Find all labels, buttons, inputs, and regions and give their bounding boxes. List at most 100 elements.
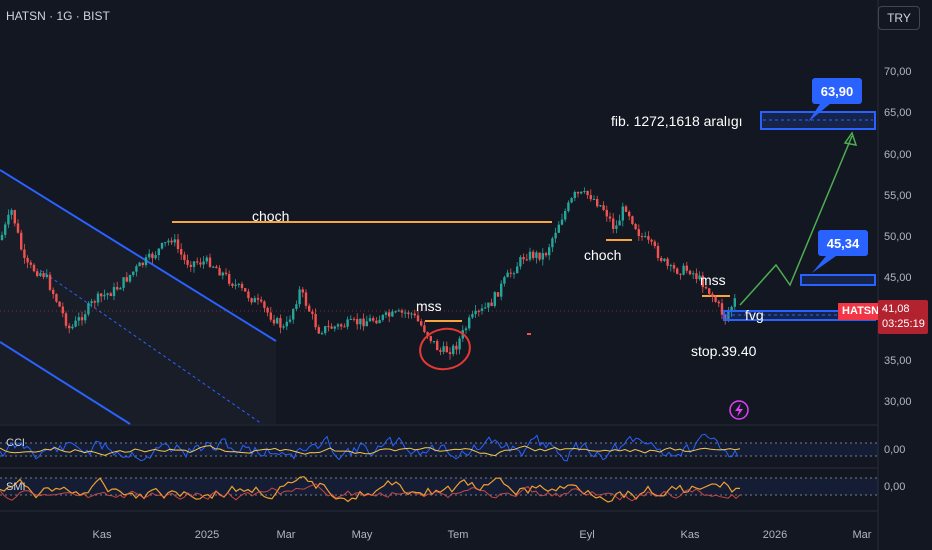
candle-body: [484, 307, 487, 309]
currency-button[interactable]: TRY: [878, 6, 920, 30]
candle-body: [36, 271, 39, 276]
candle-body: [644, 236, 647, 238]
candle-body: [541, 253, 544, 260]
candle-body: [160, 242, 164, 249]
time-axis[interactable]: Kas 2025 Mar May Tem Eyl Kas 2026 Mar: [93, 529, 872, 541]
candle-body: [180, 249, 183, 255]
candle-body: [77, 317, 80, 321]
time-tick: 2026: [763, 529, 787, 541]
candle-body: [234, 284, 237, 286]
candle-body: [330, 326, 333, 329]
candle-body: [154, 255, 157, 259]
price-tick: 45,00: [884, 272, 912, 284]
candle-body: [570, 198, 573, 203]
candle-body: [452, 345, 455, 354]
time-tick: Mar: [277, 529, 296, 541]
candle-body: [429, 336, 432, 342]
projection-path[interactable]: [739, 135, 853, 306]
candle-body: [442, 346, 445, 352]
red-marker: [527, 333, 531, 335]
candle-body: [596, 199, 599, 207]
candle-body: [685, 265, 688, 271]
candle-body: [647, 236, 650, 240]
candle-body: [420, 321, 423, 326]
candle-body: [61, 306, 64, 314]
smi-label[interactable]: SMI: [6, 481, 26, 493]
price-tick: 50,00: [884, 231, 912, 243]
target-zone-mid[interactable]: [800, 274, 876, 286]
candle-body: [170, 240, 173, 243]
candle-body: [663, 258, 666, 261]
candle-body: [474, 310, 477, 315]
time-tick: Kas: [93, 529, 112, 541]
candle-body: [628, 211, 631, 217]
candle-body: [388, 312, 391, 317]
candle-body: [173, 239, 176, 243]
candle-body: [682, 265, 685, 275]
candle-body: [164, 242, 167, 244]
target-callout-high[interactable]: [812, 78, 862, 104]
candle-body: [717, 301, 720, 304]
candle-body: [372, 318, 375, 321]
candle-body: [730, 306, 733, 312]
candle-body: [301, 289, 304, 293]
candle-body: [340, 324, 343, 327]
cci-label[interactable]: CCI: [6, 437, 25, 449]
candle-body: [327, 326, 330, 328]
target-callout-mid[interactable]: [818, 230, 868, 256]
candle-body: [426, 332, 429, 337]
candle-body: [720, 303, 724, 315]
candle-body: [573, 192, 576, 199]
candle-body: [116, 287, 119, 290]
candle-body: [637, 229, 640, 237]
candle-body: [381, 314, 384, 320]
channel-lower-line[interactable]: [0, 341, 131, 425]
candle-body: [660, 258, 663, 261]
candle-body: [528, 251, 532, 260]
channel-upper-line[interactable]: [0, 169, 277, 342]
candle-body: [423, 325, 426, 333]
candle-body: [87, 303, 90, 315]
liquidity-sweep-circle[interactable]: [417, 325, 473, 373]
cci-axis-value: 0,00: [884, 444, 905, 456]
lightning-icon[interactable]: [729, 400, 749, 420]
candle-body: [592, 199, 596, 201]
candle-body: [10, 210, 13, 215]
price-axis[interactable]: 70,00 65,00 60,00 55,00 50,00 45,00 35,0…: [884, 66, 912, 493]
candle-body: [640, 236, 644, 238]
candle-body: [333, 326, 336, 329]
callout-pointer-high: [808, 104, 830, 122]
candle-body: [608, 216, 612, 219]
candle-body: [400, 310, 404, 313]
candle-body: [477, 310, 480, 312]
candle-body: [359, 318, 362, 325]
candle-body: [48, 274, 52, 290]
candle-body: [407, 312, 410, 315]
candle-body: [288, 319, 292, 322]
candle-body: [605, 209, 608, 217]
candle-body: [148, 253, 151, 258]
price-tick: 70,00: [884, 66, 912, 78]
bar-countdown: 03:25:19: [882, 318, 925, 330]
candle-body: [276, 318, 279, 324]
candle-body: [698, 275, 701, 280]
candle-body: [349, 318, 352, 320]
candle-body: [458, 338, 461, 350]
time-tick: Kas: [681, 529, 700, 541]
candle-body: [688, 270, 692, 275]
symbol-title[interactable]: HATSN · 1G · BIST: [6, 9, 110, 23]
projection-arrowhead: [843, 131, 858, 146]
candle-body: [560, 219, 564, 225]
candle-body: [634, 223, 637, 230]
candle-body: [525, 259, 528, 261]
candle-body: [375, 320, 378, 324]
time-tick: 2025: [195, 529, 219, 541]
candle-body: [733, 298, 736, 307]
stop-label: stop.39.40: [691, 343, 757, 359]
candle-body: [506, 272, 509, 278]
candle-body: [212, 266, 215, 268]
candle-body: [586, 190, 589, 196]
candle-body: [362, 318, 365, 327]
candle-body: [509, 272, 512, 274]
